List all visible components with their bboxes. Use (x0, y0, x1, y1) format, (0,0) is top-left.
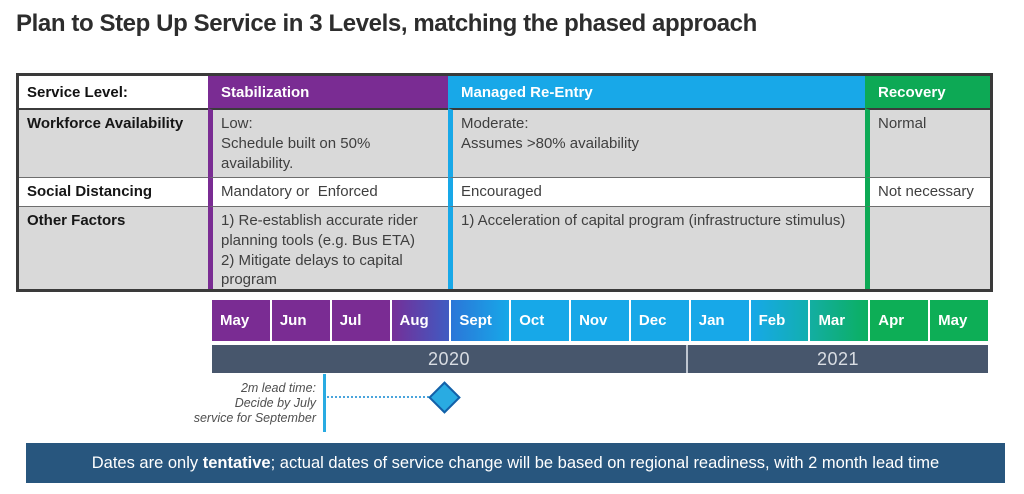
month-cell-mar: Mar (810, 300, 869, 341)
month-cell-apr: Apr (870, 300, 929, 341)
month-cell-jul: Jul (331, 300, 390, 341)
tentative-dates-banner: Dates are only tentative; actual dates o… (26, 443, 1005, 483)
cell-distancing-recovery: Not necessary (865, 177, 990, 206)
callout-line-2: Decide by July (234, 396, 316, 410)
month-cell-aug: Aug (391, 300, 450, 341)
milestone-diamond-icon (428, 381, 461, 414)
callout-line-3: service for September (193, 411, 316, 425)
year-bar: 2020 2021 (212, 345, 988, 373)
cell-factors-managed: 1) Acceleration of capital program (infr… (448, 206, 865, 289)
cell-distancing-managed: Encouraged (448, 177, 865, 206)
row-label-social-distancing: Social Distancing (19, 177, 208, 206)
cell-workforce-recovery: Normal (865, 108, 990, 177)
service-level-table: Service Level: Stabilization Managed Re-… (16, 73, 993, 292)
cell-distancing-stabilization: Mandatory or Enforced (208, 177, 448, 206)
lead-time-callout-text: 2m lead time: Decide by July service for… (146, 381, 316, 426)
table-header-service-level: Service Level: (19, 76, 208, 108)
month-cell-jun: Jun (271, 300, 330, 341)
table-header-managed-re-entry: Managed Re-Entry (448, 76, 865, 108)
month-cell-jan: Jan (690, 300, 749, 341)
table-header-stabilization: Stabilization (208, 76, 448, 108)
month-cell-nov: Nov (571, 300, 629, 341)
month-cell-sept: Sept (451, 300, 510, 341)
slide-title: Plan to Step Up Service in 3 Levels, mat… (16, 10, 757, 37)
cell-factors-stabilization: 1) Re-establish accurate rider planning … (208, 206, 448, 289)
year-segment-2021: 2021 (688, 345, 988, 373)
month-cell-dec: Dec (630, 300, 689, 341)
row-label-workforce-availability: Workforce Availability (19, 108, 208, 177)
month-cell-oct: Oct (511, 300, 570, 341)
callout-vertical-line (323, 374, 326, 432)
month-cell-may-2020: May (212, 300, 270, 341)
cell-factors-recovery (865, 206, 990, 289)
callout-dotted-connector (327, 396, 429, 398)
banner-text: Dates are only tentative; actual dates o… (91, 453, 940, 472)
month-cell-feb: Feb (750, 300, 809, 341)
callout-line-1: 2m lead time: (240, 381, 316, 395)
row-label-other-factors: Other Factors (19, 206, 208, 289)
table-header-recovery: Recovery (865, 76, 990, 108)
month-cell-may-2021: May (930, 300, 988, 341)
cell-workforce-stabilization: Low: Schedule built on 50% availability. (208, 108, 448, 177)
month-timeline: May Jun Jul Aug Sept Oct Nov Dec Jan Feb… (212, 300, 988, 341)
year-segment-2020: 2020 (212, 345, 688, 373)
cell-workforce-managed: Moderate: Assumes >80% availability (448, 108, 865, 177)
